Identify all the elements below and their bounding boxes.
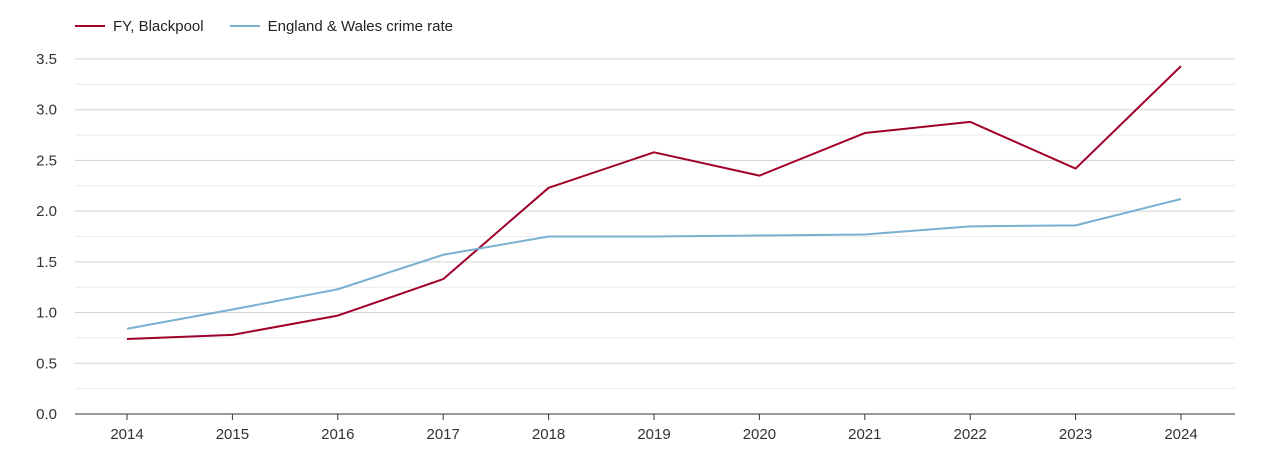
y-tick-label: 1.5 <box>36 254 57 271</box>
legend-item-blackpool[interactable]: FY, Blackpool <box>75 18 204 35</box>
chart-legend: FY, Blackpool England & Wales crime rate <box>75 14 479 38</box>
legend-label-blackpool: FY, Blackpool <box>113 17 204 35</box>
legend-label-england-wales: England & Wales crime rate <box>267 17 453 35</box>
series-line-blackpool <box>126 65 1182 340</box>
legend-item-england-wales[interactable]: England & Wales crime rate <box>229 17 453 35</box>
y-tick-label: 1.0 <box>36 305 57 322</box>
x-tick-label: 2024 <box>1164 426 1197 443</box>
legend-swatch-blackpool <box>75 25 105 27</box>
y-tick-label: 2.0 <box>36 203 57 220</box>
y-tick-label: 2.5 <box>36 152 57 169</box>
series-line-england-wales <box>126 198 1182 330</box>
x-tick-label: 2022 <box>954 426 987 443</box>
x-tick-label: 2014 <box>110 426 143 443</box>
y-tick-label: 0.5 <box>36 355 57 372</box>
x-tick-label: 2020 <box>743 426 776 443</box>
x-tick-label: 2015 <box>216 426 249 443</box>
x-tick-label: 2017 <box>427 426 460 443</box>
y-tick-label: 3.0 <box>36 102 57 119</box>
legend-swatch-england-wales <box>229 25 260 27</box>
x-tick-label: 2016 <box>321 426 354 443</box>
y-tick-label: 0.0 <box>36 406 57 423</box>
x-tick-label: 2018 <box>532 426 565 443</box>
x-tick-label: 2021 <box>848 426 881 443</box>
x-tick-label: 2019 <box>637 426 670 443</box>
x-tick-label: 2023 <box>1059 426 1092 443</box>
y-tick-label: 3.5 <box>36 51 57 68</box>
